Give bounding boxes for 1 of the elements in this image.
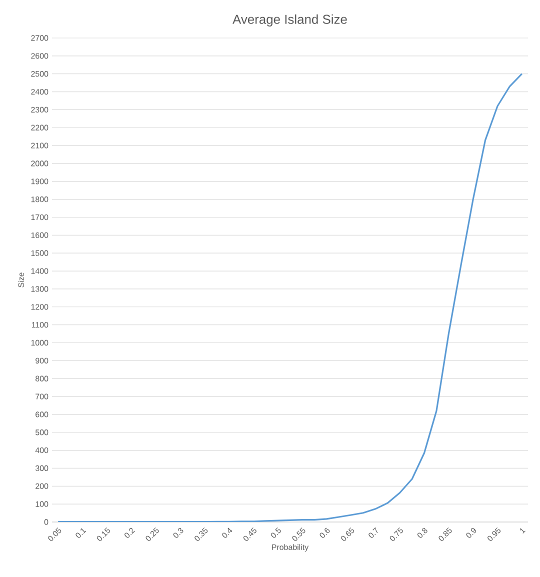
chart-title: Average Island Size [232,14,347,26]
